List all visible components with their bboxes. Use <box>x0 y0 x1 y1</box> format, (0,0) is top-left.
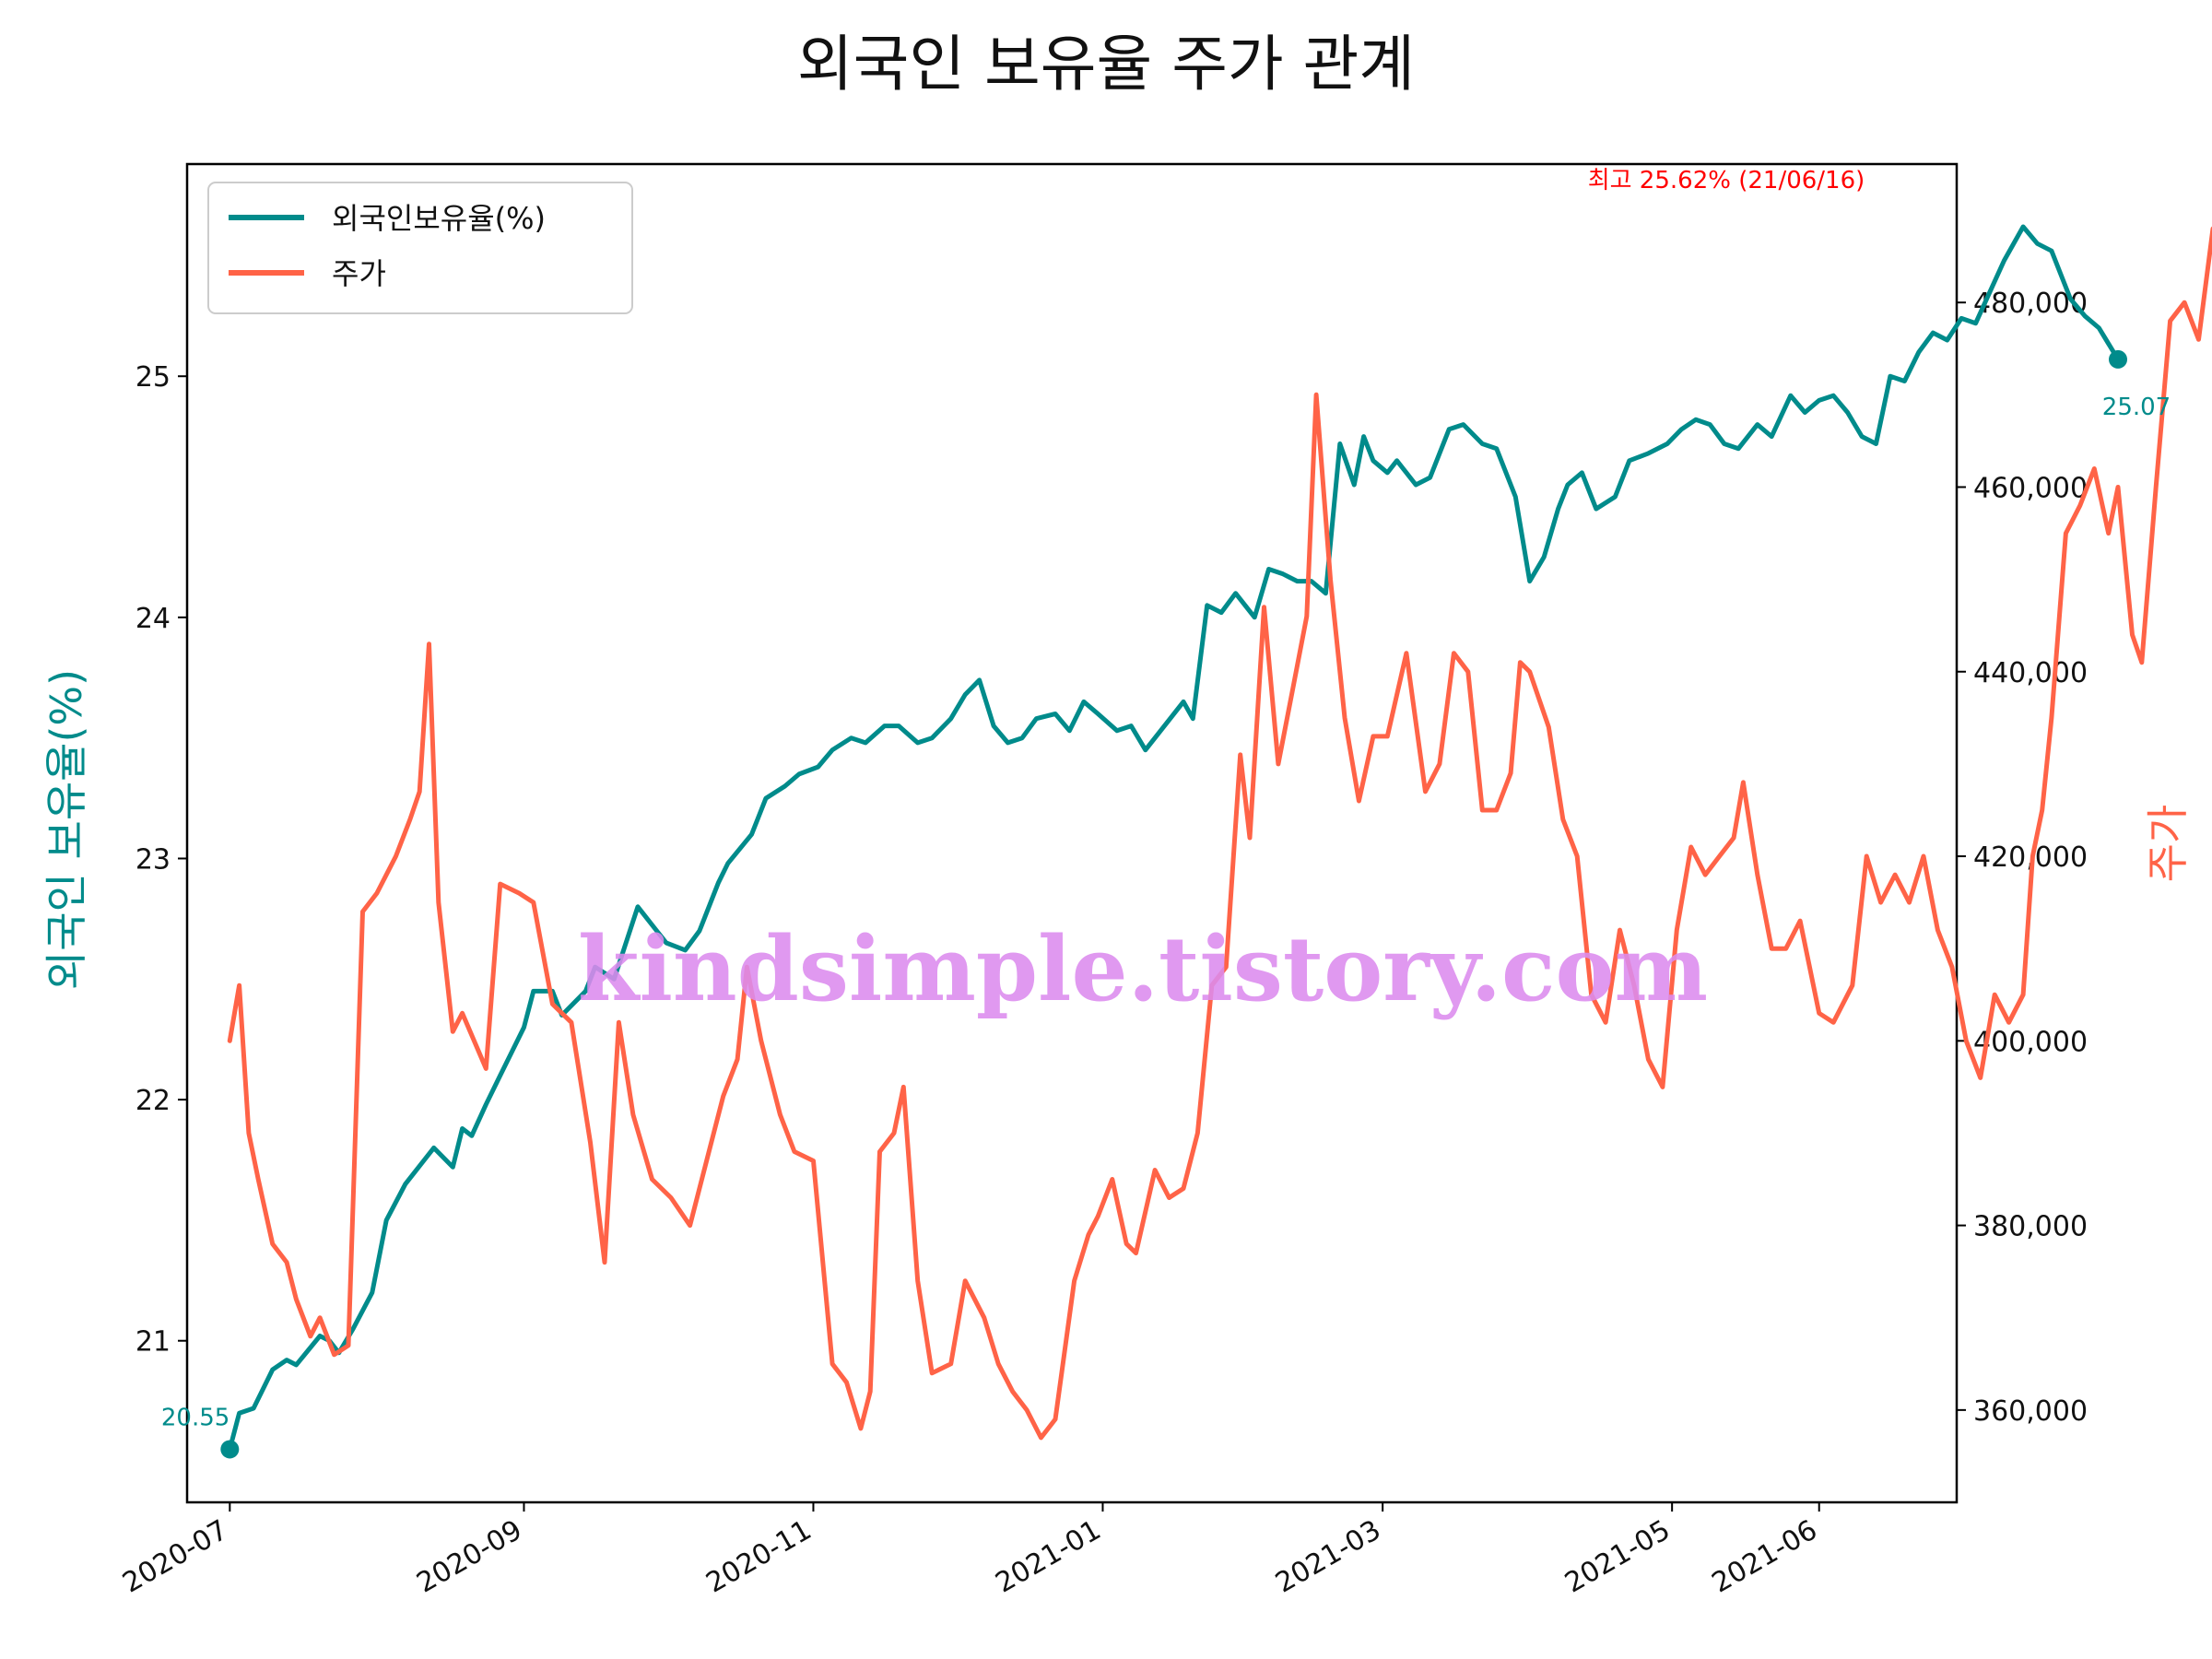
watermark: kindsimple.tistory.com <box>578 917 1708 1021</box>
left-tick-label: 23 <box>135 843 171 876</box>
x-tick-label: 2020-07 <box>117 1514 233 1600</box>
start-value-label: 20.55 <box>161 1404 229 1431</box>
left-tick-label: 25 <box>135 361 171 394</box>
x-tick-label: 2021-06 <box>1707 1514 1823 1600</box>
x-axis-ticks: 2020-07 2020-09 2020-11 2021-01 2021-03 2021-… <box>117 1502 1823 1600</box>
right-axis-ticks: 360,000380,000400,000420,000440,000460,0… <box>1957 288 2088 1428</box>
legend-label-price: 주가 <box>332 256 386 291</box>
legend-box <box>207 182 633 314</box>
series-line-foreign <box>227 224 2121 1452</box>
x-tick-label: 2021-03 <box>1270 1514 1386 1600</box>
end-marker <box>2109 349 2128 369</box>
x-tick-label: 2020-09 <box>411 1514 527 1600</box>
plot-area: 2020-07 2020-09 2020-11 2021-01 2021-03 2021-… <box>117 162 2212 1600</box>
end-value-label: 25.07 <box>2102 394 2171 421</box>
left-tick-label: 22 <box>135 1085 171 1117</box>
series-layer <box>227 224 2212 1452</box>
max-value-label: 최고 25.62% (21/06/16) <box>1588 167 1865 194</box>
right-tick-label: 400,000 <box>1973 1026 2088 1058</box>
legend: 외국인보유율(%) 주가 <box>207 182 633 314</box>
right-tick-label: 440,000 <box>1973 657 2088 689</box>
right-tick-label: 380,000 <box>1973 1211 2088 1243</box>
legend-label-foreign: 외국인보유율(%) <box>332 201 546 236</box>
x-tick-label: 2020-11 <box>700 1514 817 1600</box>
start-marker <box>220 1440 240 1459</box>
right-tick-label: 360,000 <box>1973 1395 2088 1428</box>
left-axis-label: 외국인 보유율(%) <box>41 669 91 990</box>
series-line-price <box>227 226 2212 1441</box>
left-tick-label: 24 <box>135 603 171 635</box>
left-tick-label: 21 <box>135 1326 171 1359</box>
right-tick-label: 460,000 <box>1973 472 2088 504</box>
marker-layer <box>220 349 2128 1459</box>
plot-frame <box>185 162 1959 1504</box>
x-tick-label: 2021-01 <box>990 1514 1106 1600</box>
x-tick-label: 2021-05 <box>1559 1514 1676 1600</box>
right-axis-label: 주가 <box>2143 805 2193 883</box>
left-axis-ticks: 21 22 23 24 25 <box>135 361 187 1359</box>
chart-title: 외국인 보유율 주가 관계 <box>797 29 1415 100</box>
